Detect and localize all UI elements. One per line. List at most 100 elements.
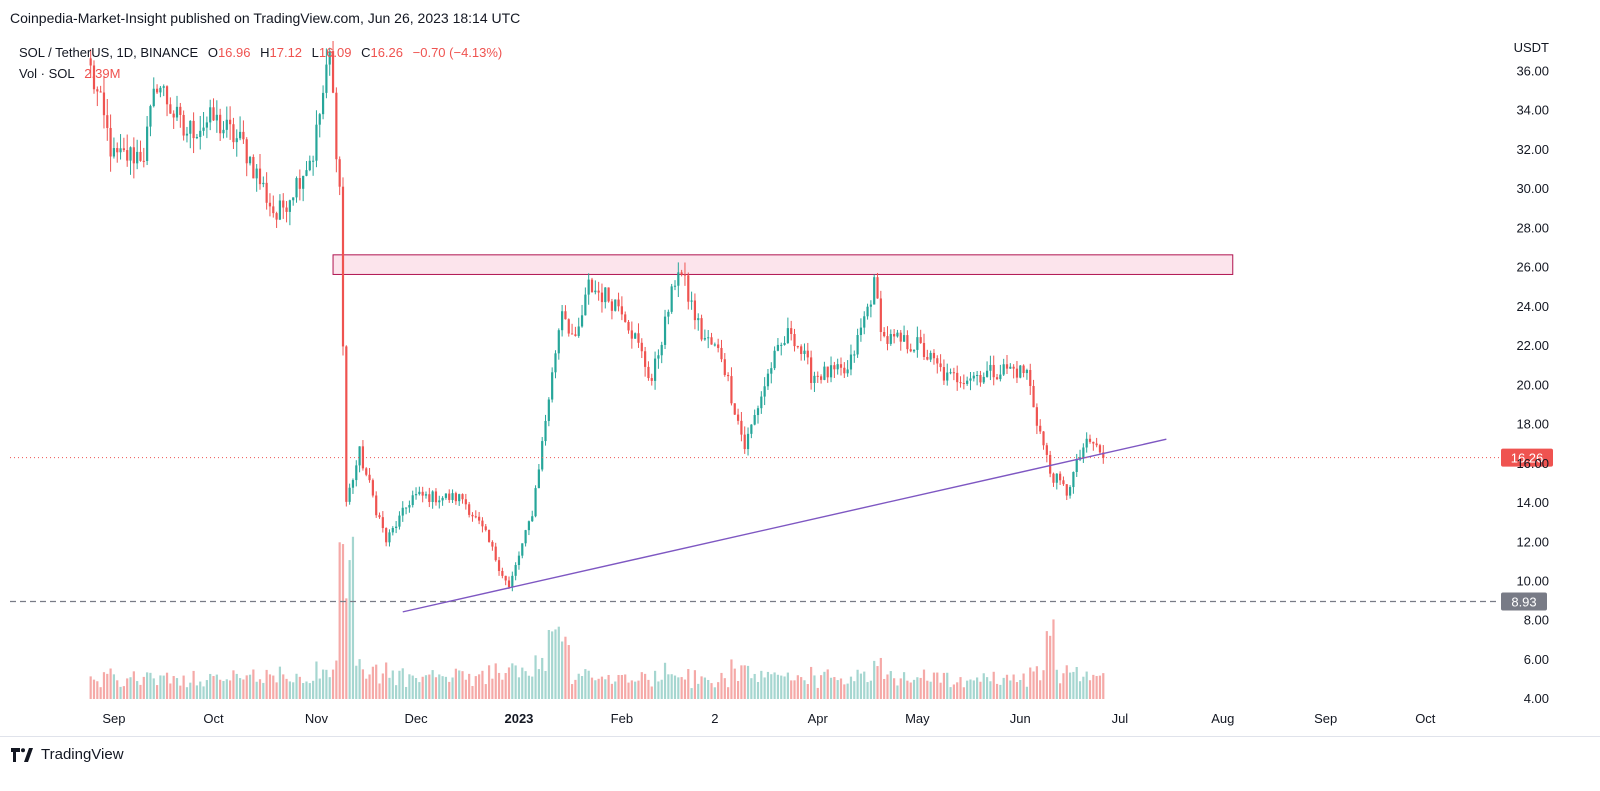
symbol-name[interactable]: SOL / TetherUS, 1D, BINANCE (19, 45, 199, 60)
candle-body (551, 372, 554, 400)
volume-bar (252, 669, 255, 699)
volume-bar (448, 681, 451, 699)
candle-body (660, 344, 663, 356)
candle-body (766, 373, 770, 387)
candle-body (620, 306, 623, 315)
candle-body (806, 350, 809, 358)
candle-body (441, 497, 444, 501)
price-tick-label: 18.00 (1516, 417, 1549, 432)
candle-body (836, 364, 839, 370)
resistance-zone-rect[interactable] (332, 254, 1234, 275)
volume-bar (428, 674, 431, 699)
volume-bar (484, 684, 487, 699)
volume-bar (365, 678, 368, 699)
candle-body (710, 337, 713, 345)
volume-bar (478, 674, 481, 699)
trendline[interactable] (402, 438, 1167, 613)
candle-body (541, 441, 544, 470)
volume-bar (295, 673, 298, 699)
volume-bar (673, 675, 677, 699)
candle-body (146, 126, 149, 161)
volume-bar (985, 677, 989, 699)
volume-bar (262, 682, 265, 699)
volume-bar (408, 674, 411, 699)
candle-body (149, 106, 152, 127)
volume-bar (368, 674, 371, 699)
volume-bar (899, 678, 902, 699)
price-axis[interactable]: USDT 4.00 6.00 8.00 10.00 12.00 14.00 16.00 18.0… (1514, 40, 1549, 706)
price-tick-label: 28.00 (1516, 220, 1549, 235)
candle-body (212, 107, 215, 121)
volume-bar (321, 669, 325, 699)
price-tick-label: 26.00 (1516, 260, 1549, 275)
candle-body (1029, 370, 1032, 386)
volume-bar (810, 666, 813, 699)
volume-bar (458, 670, 461, 699)
candle-body (886, 336, 889, 344)
volume-bar (879, 657, 882, 699)
volume-bar (361, 669, 365, 699)
volume-bar (584, 669, 587, 699)
candle-body (238, 131, 242, 139)
candle-body (1095, 443, 1098, 446)
volume-bar (989, 681, 992, 699)
volume-bar (391, 670, 394, 699)
candle-body (116, 148, 119, 153)
volume-bar (514, 665, 517, 699)
candle-body (179, 106, 182, 115)
volume-bar (859, 673, 863, 699)
candle-body (783, 342, 786, 345)
volume-bar (564, 636, 567, 699)
volume-bar (431, 670, 434, 699)
candle-body (972, 375, 975, 379)
time-axis[interactable]: Sep Oct Nov Dec 2023 Feb 2 Apr May Jun Jul Aug Sep Oc… (102, 711, 1435, 726)
volume-bar (464, 679, 467, 699)
candle-body (926, 356, 929, 360)
candle-body (431, 491, 434, 503)
volume-bar (149, 672, 152, 699)
volume-bar (358, 659, 361, 699)
volume-bar (451, 677, 454, 699)
volume-bar (703, 677, 706, 699)
candle-body (640, 342, 643, 352)
candle-body (262, 182, 265, 185)
candle-body (451, 493, 454, 500)
ascending-trendline[interactable] (402, 438, 1167, 613)
candle-body (1102, 452, 1105, 458)
volume-bar (896, 685, 899, 699)
volume-bar (1052, 619, 1055, 699)
candle-body (607, 287, 610, 302)
volume-bar (537, 669, 540, 699)
volume-bar (580, 676, 584, 699)
candle-body (341, 186, 345, 347)
candle-body (102, 92, 106, 116)
volume-bar (272, 675, 275, 699)
candle-body (985, 370, 989, 377)
tradingview-brand[interactable]: TradingView (11, 746, 124, 763)
volume-bar (962, 687, 965, 699)
candle-body (667, 311, 670, 317)
volume-bar (653, 670, 657, 699)
candle-body (680, 272, 683, 275)
candle-body (982, 376, 985, 383)
candle-body (474, 516, 477, 518)
candle-body (448, 493, 451, 500)
candle-body (663, 316, 667, 345)
volume-bar (404, 686, 408, 699)
candle-body (547, 399, 550, 421)
candle-body (597, 290, 600, 293)
tradingview-logo-icon (11, 747, 33, 762)
volume-bar (1032, 671, 1035, 699)
volume-bar (956, 682, 959, 699)
volume-bar (541, 657, 544, 699)
volume-bar (116, 680, 119, 699)
candle-body (733, 403, 736, 415)
candle-body (859, 327, 863, 336)
candle-body (155, 88, 159, 93)
volume-bar (312, 680, 315, 699)
volume-bar (766, 671, 770, 699)
candle-body (1049, 454, 1052, 474)
candle-body (89, 58, 92, 66)
candle-body (315, 124, 318, 161)
